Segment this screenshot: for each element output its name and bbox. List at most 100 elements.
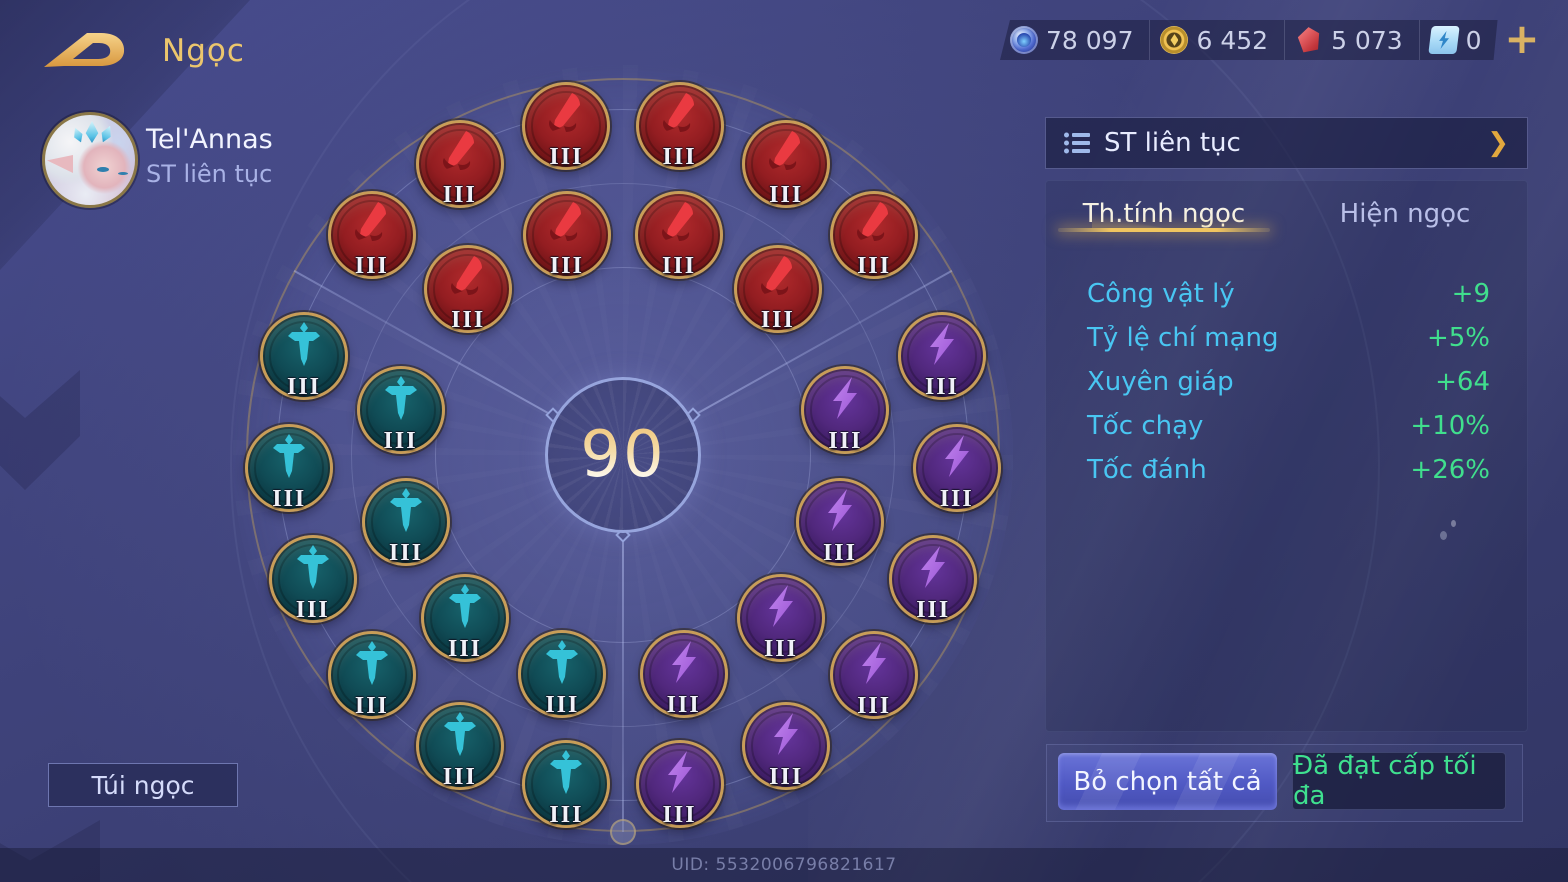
gem-level-label: III	[662, 143, 697, 170]
gem-purple[interactable]: III	[830, 631, 919, 720]
gem-teal[interactable]: III	[260, 311, 349, 400]
rune-page-selector[interactable]: ST liên tục ❯	[1045, 117, 1528, 169]
lightning-icon	[671, 640, 696, 683]
stat-label: Công vật lý	[1087, 279, 1235, 309]
gem-teal[interactable]: III	[362, 477, 451, 566]
gem-level-label: III	[287, 373, 322, 400]
gem-purple[interactable]: III	[897, 311, 986, 400]
gem-level-label: III	[828, 427, 863, 454]
stat-label: Tốc đánh	[1087, 455, 1207, 485]
stats-list: Công vật lý +9 Tỷ lệ chí mạng +5% Xuyên …	[1087, 272, 1490, 492]
tab-show-gems[interactable]: Hiện ngọc	[1339, 199, 1471, 229]
gem-teal[interactable]: III	[268, 534, 357, 623]
dagger-icon	[546, 639, 579, 684]
gem-purple[interactable]: III	[742, 702, 831, 791]
gem-level-label: III	[545, 691, 580, 718]
gem-purple[interactable]: III	[889, 534, 978, 623]
player-name: Tel'Annas	[146, 124, 273, 155]
avatar[interactable]	[42, 112, 138, 208]
gem-level-label: III	[272, 486, 307, 513]
currency-item[interactable]: 5 073	[1284, 20, 1419, 60]
deselect-all-button[interactable]: Bỏ chọn tất cả	[1058, 753, 1277, 810]
chevron-watermark	[0, 370, 80, 490]
gem-red[interactable]: III	[424, 244, 513, 333]
gem-teal[interactable]: III	[421, 574, 510, 662]
gem-level-label: III	[769, 181, 804, 208]
gem-level-label: III	[383, 427, 418, 454]
sword-icon	[662, 92, 694, 132]
gem-teal[interactable]: III	[356, 365, 445, 454]
gem-level-label: III	[662, 253, 697, 280]
stat-row: Tốc chạy +10%	[1087, 404, 1490, 448]
gem-purple[interactable]: III	[635, 740, 724, 829]
gem-purple[interactable]: III	[912, 424, 1001, 513]
sparkle	[1440, 531, 1447, 540]
gem-teal[interactable]: III	[518, 629, 607, 718]
gem-red[interactable]: III	[327, 190, 416, 279]
gem-red[interactable]: III	[522, 191, 611, 280]
stat-value: +5%	[1426, 323, 1490, 353]
stat-label: Xuyên giáp	[1087, 367, 1234, 397]
sword-icon	[857, 201, 889, 241]
sword-icon	[451, 255, 483, 295]
stat-label: Tốc chạy	[1087, 411, 1204, 441]
gem-level-label: III	[857, 252, 892, 279]
lightning-icon	[833, 376, 858, 419]
dagger-icon	[390, 487, 423, 532]
gem-level-label: III	[389, 539, 424, 566]
max-level-reached-button[interactable]: Đã đạt cấp tối đa	[1292, 751, 1506, 811]
sword-icon	[354, 201, 386, 241]
gem-level-label: III	[857, 693, 892, 720]
gem-red[interactable]: III	[635, 191, 724, 280]
gem-level-label: III	[924, 373, 959, 400]
gem-teal[interactable]: III	[415, 702, 504, 791]
uid-text: UID: 5532006796821617	[671, 855, 897, 875]
gem-purple[interactable]: III	[736, 574, 825, 662]
gem-red[interactable]: III	[733, 244, 822, 333]
gem-teal[interactable]: III	[522, 740, 611, 829]
tab-gem-attributes[interactable]: Th.tính ngọc	[1082, 199, 1246, 229]
gem-purple[interactable]: III	[795, 477, 884, 566]
gem-red[interactable]: III	[742, 119, 831, 208]
wheel-bottom-node	[610, 819, 636, 845]
gem-bag-button[interactable]: Túi ngọc	[48, 763, 238, 807]
gem-level-label: III	[666, 691, 701, 718]
gem-purple[interactable]: III	[801, 365, 890, 454]
avatar-eyes	[97, 167, 109, 172]
gem-red[interactable]: III	[830, 190, 919, 279]
crystal-icon	[98, 124, 115, 145]
stat-row: Xuyên giáp +64	[1087, 360, 1490, 404]
stat-value: +26%	[1410, 455, 1490, 485]
lightning-icon	[921, 545, 946, 588]
dagger-icon	[384, 375, 417, 420]
crystal-icon	[85, 121, 99, 143]
sword-icon	[760, 255, 792, 295]
dagger-icon	[443, 712, 476, 757]
currency-item[interactable]: 78 097	[1000, 20, 1149, 60]
list-icon	[1064, 132, 1090, 154]
back-button[interactable]	[40, 24, 126, 74]
gem-red[interactable]: III	[635, 81, 724, 170]
currency-item[interactable]: 6 452	[1149, 20, 1284, 60]
gem-red[interactable]: III	[415, 119, 504, 208]
gem-level-label: III	[295, 596, 330, 623]
gem-level-label: III	[354, 693, 389, 720]
currency-value: 0	[1465, 25, 1482, 55]
sparkle	[1451, 520, 1456, 527]
gem-level-label: III	[916, 596, 951, 623]
currency-item[interactable]: 0	[1419, 20, 1498, 60]
gem-level-label: III	[662, 802, 697, 829]
gem-purple[interactable]: III	[639, 629, 728, 718]
gem-level-label: III	[451, 306, 486, 333]
gem-level-label: III	[822, 539, 857, 566]
gem-teal[interactable]: III	[245, 424, 334, 513]
lightning-icon	[862, 642, 887, 685]
dagger-icon	[550, 750, 583, 795]
gem-level-label: III	[549, 802, 584, 829]
dagger-icon	[355, 641, 388, 686]
gem-teal[interactable]: III	[327, 631, 416, 720]
blue-orb-icon	[1010, 26, 1038, 54]
gem-red[interactable]: III	[522, 81, 611, 170]
add-currency-button[interactable]: +	[1504, 14, 1540, 63]
dagger-icon	[273, 434, 306, 479]
